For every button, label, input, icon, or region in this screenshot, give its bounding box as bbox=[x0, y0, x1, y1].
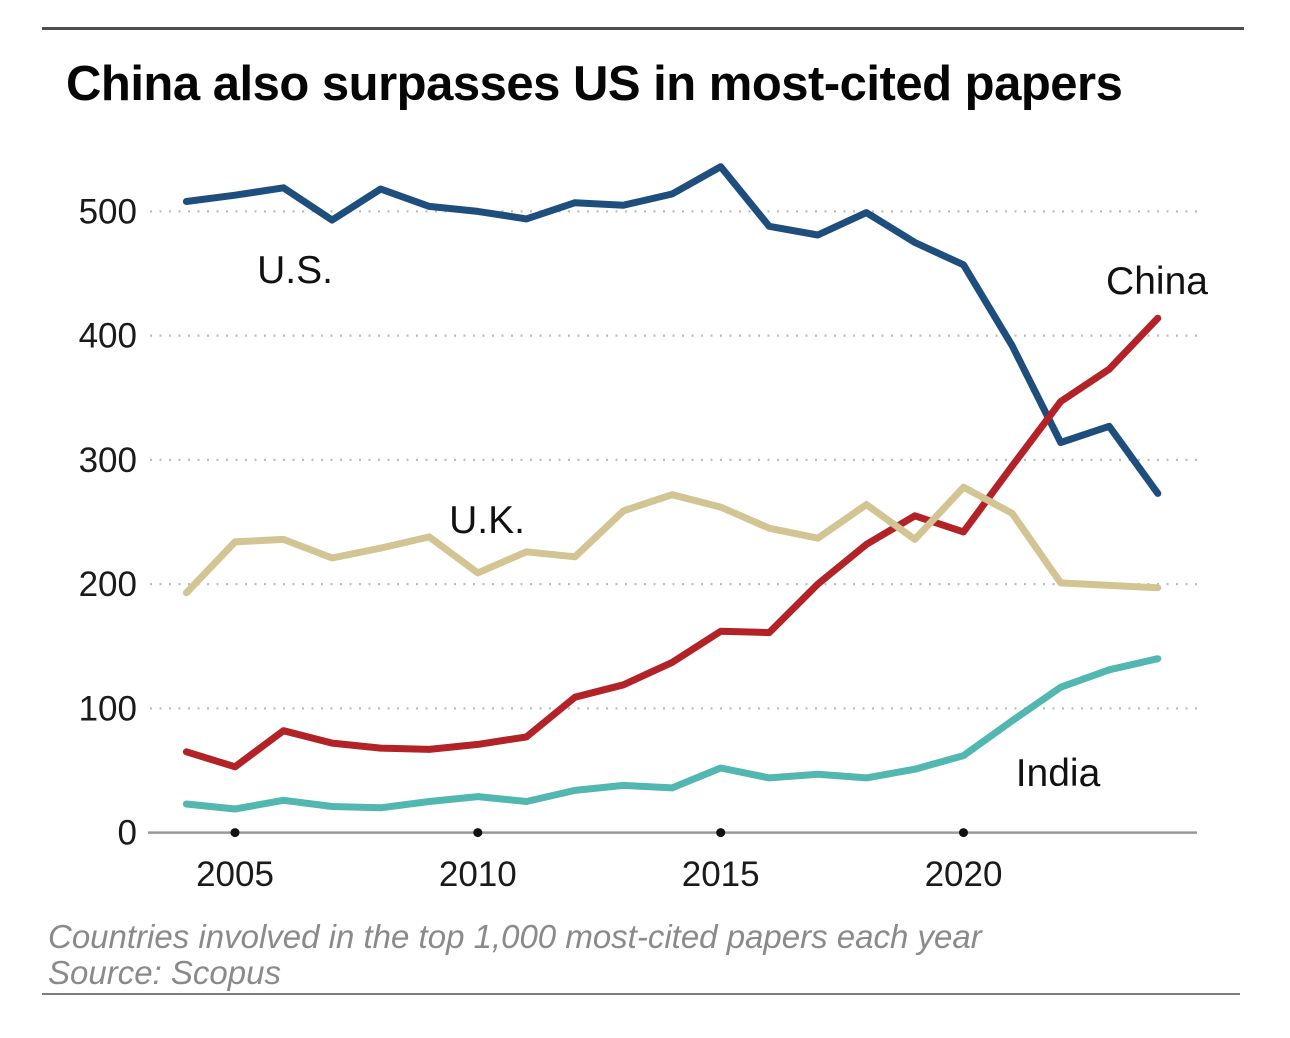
chart-title: China also surpasses US in most-cited pa… bbox=[66, 57, 1123, 111]
x-axis-label-2010: 2010 bbox=[439, 855, 517, 894]
y-axis-label-400: 400 bbox=[79, 317, 137, 356]
y-axis-label-0: 0 bbox=[118, 814, 137, 853]
x-tick-2005 bbox=[230, 828, 240, 838]
bottom-divider bbox=[42, 993, 1240, 995]
y-axis-label-300: 300 bbox=[79, 441, 137, 480]
china-line bbox=[182, 314, 1162, 771]
y-axis-label-100: 100 bbox=[79, 689, 137, 728]
x-axis-label-2020: 2020 bbox=[925, 855, 1003, 894]
x-tick-2020 bbox=[959, 828, 968, 838]
india-series-label: India bbox=[1016, 752, 1101, 795]
x-tick-2015 bbox=[716, 828, 726, 838]
top-divider bbox=[42, 27, 1244, 30]
chart-footnote: Countries involved in the top 1,000 most… bbox=[48, 918, 982, 955]
x-tick-2010 bbox=[473, 828, 483, 838]
x-axis-label-2015: 2015 bbox=[682, 855, 760, 894]
india-line bbox=[182, 655, 1162, 813]
y-axis-label-200: 200 bbox=[79, 565, 137, 604]
china-series-label: China bbox=[1106, 260, 1208, 303]
uk-series-label: U.K. bbox=[449, 499, 525, 542]
us-series-label: U.S. bbox=[257, 249, 333, 292]
x-axis-label-2005: 2005 bbox=[196, 855, 274, 894]
y-axis-label-500: 500 bbox=[79, 192, 137, 231]
chart-source: Source: Scopus bbox=[48, 954, 281, 991]
uk-line bbox=[182, 483, 1162, 597]
us-line bbox=[182, 163, 1162, 497]
